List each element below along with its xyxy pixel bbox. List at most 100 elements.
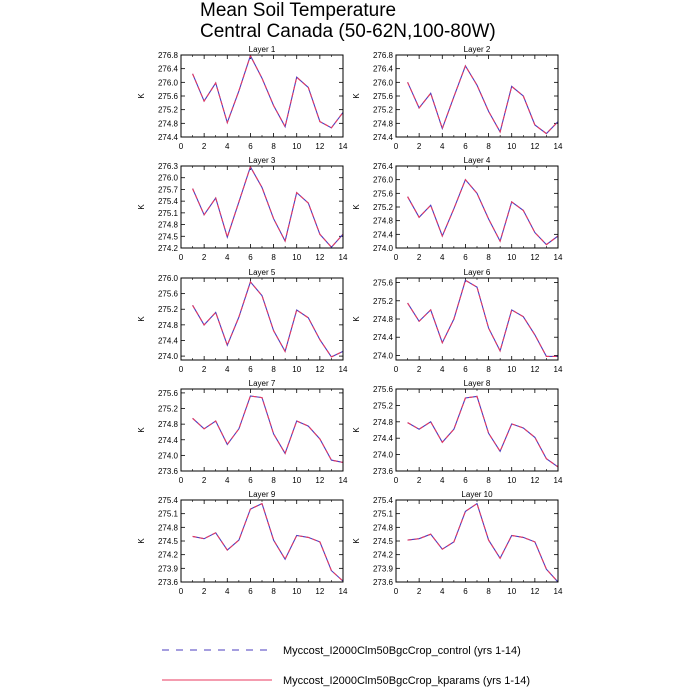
- y-tick-label: 274.5: [158, 537, 179, 546]
- y-tick-label: 275.1: [158, 209, 179, 218]
- panel-layer-2: Layer 2 K 0 2 4 6 8 10 12 14 274.4 274.8 275.2 275.6 2…: [352, 45, 563, 151]
- chart-title: Mean Soil Temperature: [200, 0, 397, 21]
- y-tick-label: 275.2: [158, 305, 179, 314]
- x-tick-label: 8: [271, 476, 276, 485]
- series-line-control: [407, 502, 559, 583]
- y-tick-label: 274.8: [373, 315, 394, 324]
- y-tick-label: 274.8: [158, 119, 179, 128]
- x-tick-label: 8: [486, 253, 491, 262]
- x-tick-label: 10: [292, 476, 301, 485]
- x-tick-label: 2: [417, 142, 422, 151]
- x-tick-label: 0: [179, 253, 184, 262]
- panel-title: Layer 4: [464, 156, 491, 165]
- panel-title: Layer 8: [464, 379, 491, 388]
- y-tick-label: 275.6: [373, 385, 394, 394]
- plot-frame: [395, 277, 559, 361]
- y-tick-label: 276.0: [158, 78, 179, 87]
- y-tick-label: 274.4: [373, 230, 394, 239]
- panel-layer-6: Layer 6 K 0 2 4 6 8 10 12 14 274.0 274.4 274.8 275.2 2…: [352, 268, 563, 374]
- y-tick-label: 274.4: [373, 133, 394, 142]
- y-tick-label: 276.4: [373, 65, 394, 74]
- y-tick-label: 275.7: [158, 185, 179, 194]
- x-tick-label: 0: [179, 365, 184, 374]
- series-line-control: [407, 395, 559, 468]
- x-tick-label: 14: [339, 587, 348, 596]
- panel-layer-4: Layer 4 K 0 2 4 6 8 10 12 14 274.0 274.4 274.8 275.2 2…: [352, 156, 563, 262]
- y-tick-label: 275.1: [158, 510, 179, 519]
- x-tick-label: 4: [225, 253, 230, 262]
- panel-layer-10: Layer 10 K 0 2 4 6 8 10 12 14 273.6 273.9 274.2 274.5…: [352, 490, 563, 596]
- x-tick-label: 10: [507, 142, 516, 151]
- panel-title: Layer 7: [249, 379, 276, 388]
- x-tick-label: 6: [248, 365, 253, 374]
- x-tick-label: 6: [248, 253, 253, 262]
- plot-frame: [180, 499, 344, 583]
- panel-layer-8: Layer 8 K 0 2 4 6 8 10 12 14 273.6 274.0 274.4 274.8 2…: [352, 379, 563, 485]
- x-tick-label: 6: [463, 253, 468, 262]
- y-tick-label: 274.8: [373, 119, 394, 128]
- y-tick-label: 276.0: [373, 176, 394, 185]
- series-line-control: [192, 165, 344, 249]
- y-axis-label: K: [137, 93, 146, 99]
- y-axis-label: K: [352, 316, 361, 322]
- x-tick-label: 12: [315, 142, 324, 151]
- x-tick-label: 8: [271, 142, 276, 151]
- x-tick-label: 8: [271, 253, 276, 262]
- plot-frame: [395, 54, 559, 138]
- x-tick-label: 0: [394, 253, 399, 262]
- x-tick-label: 4: [225, 365, 230, 374]
- series-line-control: [407, 64, 559, 135]
- x-tick-label: 12: [530, 142, 539, 151]
- x-tick-label: 0: [394, 365, 399, 374]
- y-tick-label: 274.0: [373, 451, 394, 460]
- y-axis-label: K: [137, 538, 146, 544]
- series-line-control: [192, 395, 344, 463]
- y-tick-label: 275.4: [158, 496, 179, 505]
- panel-layer-9: Layer 9 K 0 2 4 6 8 10 12 14 273.6 273.9 274.2 274.5 2…: [137, 490, 348, 596]
- series-line-kparams: [192, 280, 344, 358]
- x-tick-label: 12: [530, 587, 539, 596]
- y-tick-label: 274.8: [158, 420, 179, 429]
- x-tick-label: 12: [315, 476, 324, 485]
- y-tick-label: 275.4: [158, 197, 179, 206]
- panel-title: Layer 5: [249, 268, 276, 277]
- y-tick-label: 274.0: [373, 244, 394, 253]
- panel-layer-7: Layer 7 K 0 2 4 6 8 10 12 14 273.6 274.0 274.4 274.8 2…: [137, 379, 348, 485]
- x-tick-label: 6: [248, 587, 253, 596]
- y-tick-label: 275.6: [373, 279, 394, 288]
- x-tick-label: 2: [202, 476, 207, 485]
- x-tick-label: 0: [179, 587, 184, 596]
- x-tick-label: 12: [315, 365, 324, 374]
- x-tick-label: 10: [507, 365, 516, 374]
- y-tick-label: 273.6: [373, 467, 394, 476]
- panel-title: Layer 9: [249, 490, 276, 499]
- x-tick-label: 0: [394, 142, 399, 151]
- y-tick-label: 274.0: [158, 352, 179, 361]
- x-tick-label: 4: [225, 476, 230, 485]
- panel-title: Layer 2: [464, 45, 491, 54]
- series-line-control: [192, 54, 344, 129]
- plot-frame: [180, 165, 344, 249]
- x-tick-label: 2: [202, 587, 207, 596]
- y-tick-label: 273.6: [373, 578, 394, 587]
- y-tick-label: 275.6: [373, 189, 394, 198]
- x-tick-label: 8: [486, 476, 491, 485]
- series-line-control: [192, 502, 344, 582]
- x-tick-label: 2: [202, 142, 207, 151]
- x-tick-label: 0: [179, 142, 184, 151]
- y-tick-label: 274.5: [373, 537, 394, 546]
- y-tick-label: 274.8: [158, 523, 179, 532]
- x-tick-label: 2: [417, 587, 422, 596]
- y-tick-label: 276.8: [373, 51, 394, 60]
- plot-frame: [180, 388, 344, 472]
- x-tick-label: 8: [271, 365, 276, 374]
- x-tick-label: 4: [440, 365, 445, 374]
- chart-title-block: Mean Soil Temperature Central Canada (50…: [200, 0, 496, 42]
- x-tick-label: 12: [315, 587, 324, 596]
- panel-layer-3: Layer 3 K 0 2 4 6 8 10 12 14 274.2 274.5 274.8 275.1 2…: [137, 156, 348, 262]
- x-tick-label: 6: [463, 365, 468, 374]
- series-line-kparams: [407, 395, 559, 468]
- x-tick-label: 0: [179, 476, 184, 485]
- y-tick-label: 276.0: [158, 274, 179, 283]
- y-axis-label: K: [137, 204, 146, 210]
